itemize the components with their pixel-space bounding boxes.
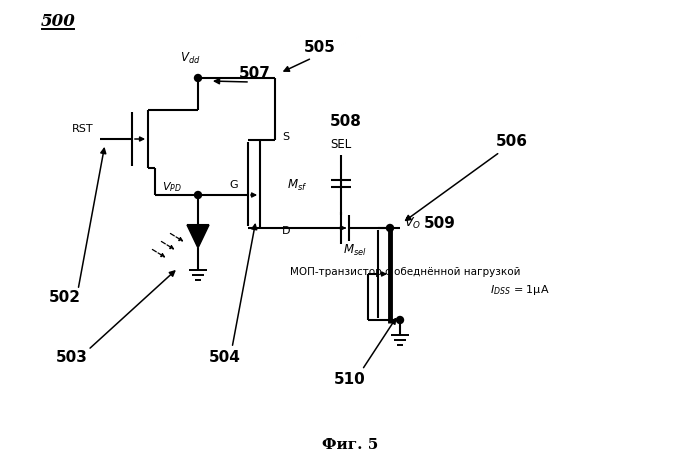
Text: RST: RST xyxy=(72,124,94,134)
Text: $V_{O}$: $V_{O}$ xyxy=(404,215,421,231)
Text: 506: 506 xyxy=(496,134,528,149)
Text: 509: 509 xyxy=(424,215,456,231)
Text: 505: 505 xyxy=(304,41,336,56)
Text: $M_{sf}$: $M_{sf}$ xyxy=(287,177,307,192)
Text: МОП-транзистор с обеднённой нагрузкой: МОП-транзистор с обеднённой нагрузкой xyxy=(290,267,520,277)
Text: 510: 510 xyxy=(334,373,366,388)
Text: $I_{DSS}$ = 1μA: $I_{DSS}$ = 1μA xyxy=(490,283,550,297)
Text: 508: 508 xyxy=(330,115,362,130)
Text: S: S xyxy=(282,132,289,142)
Text: G: G xyxy=(230,180,238,190)
Circle shape xyxy=(195,74,202,81)
Circle shape xyxy=(396,316,403,323)
Text: 503: 503 xyxy=(56,351,88,366)
Text: Фиг. 5: Фиг. 5 xyxy=(322,438,378,452)
Circle shape xyxy=(386,225,393,232)
Text: $V_{dd}$: $V_{dd}$ xyxy=(180,51,200,66)
Circle shape xyxy=(195,191,202,198)
Text: SEL: SEL xyxy=(330,139,351,152)
Text: 502: 502 xyxy=(49,291,81,306)
Text: 507: 507 xyxy=(239,66,271,80)
Text: 500: 500 xyxy=(41,14,76,30)
Text: D: D xyxy=(282,226,290,236)
Text: 504: 504 xyxy=(209,351,241,366)
Text: $M_{sel}$: $M_{sel}$ xyxy=(343,242,367,257)
Polygon shape xyxy=(187,225,209,248)
Text: $V_{PD}$: $V_{PD}$ xyxy=(162,180,182,194)
